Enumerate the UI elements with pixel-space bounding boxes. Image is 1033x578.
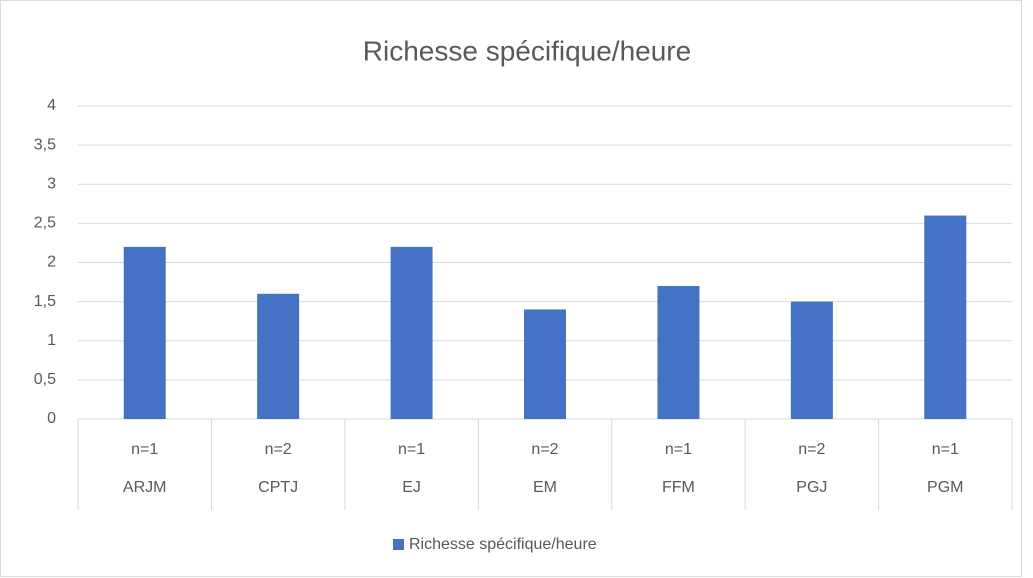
x-subcategory-label: n=1 xyxy=(398,441,425,458)
x-subcategory-label: n=1 xyxy=(665,441,692,458)
y-tick-label: 3,5 xyxy=(34,136,56,153)
x-tick-label: EJ xyxy=(402,479,421,496)
x-tick-label: PGJ xyxy=(796,479,827,496)
bar xyxy=(390,246,433,419)
bar xyxy=(924,215,967,419)
x-tick-label: PGM xyxy=(927,479,963,496)
x-tick-label: FFM xyxy=(662,479,695,496)
bar xyxy=(123,246,166,419)
x-subcategory-label: n=2 xyxy=(531,441,558,458)
legend-label: Richesse spécifique/heure xyxy=(409,536,597,553)
x-subcategory-label: n=1 xyxy=(131,441,158,458)
x-tick-label: ARJM xyxy=(123,479,167,496)
x-tick-label: CPTJ xyxy=(258,479,298,496)
y-tick-label: 2 xyxy=(47,254,56,271)
x-subcategory-label: n=2 xyxy=(798,441,825,458)
y-tick-label: 0,5 xyxy=(34,371,56,388)
bar xyxy=(790,301,833,419)
y-tick-label: 1,5 xyxy=(34,293,56,310)
legend-swatch xyxy=(393,539,404,550)
x-tick-label: EM xyxy=(533,479,557,496)
x-subcategory-label: n=2 xyxy=(265,441,292,458)
chart-title: Richesse spécifique/heure xyxy=(363,35,691,66)
y-tick-label: 3 xyxy=(47,175,56,192)
y-tick-label: 4 xyxy=(47,97,56,114)
y-tick-label: 2,5 xyxy=(34,215,56,232)
y-tick-label: 0 xyxy=(47,410,56,427)
bar xyxy=(257,293,300,419)
bar xyxy=(657,285,700,419)
x-subcategory-label: n=1 xyxy=(932,441,959,458)
bar xyxy=(524,309,566,419)
y-tick-label: 1 xyxy=(47,332,56,349)
